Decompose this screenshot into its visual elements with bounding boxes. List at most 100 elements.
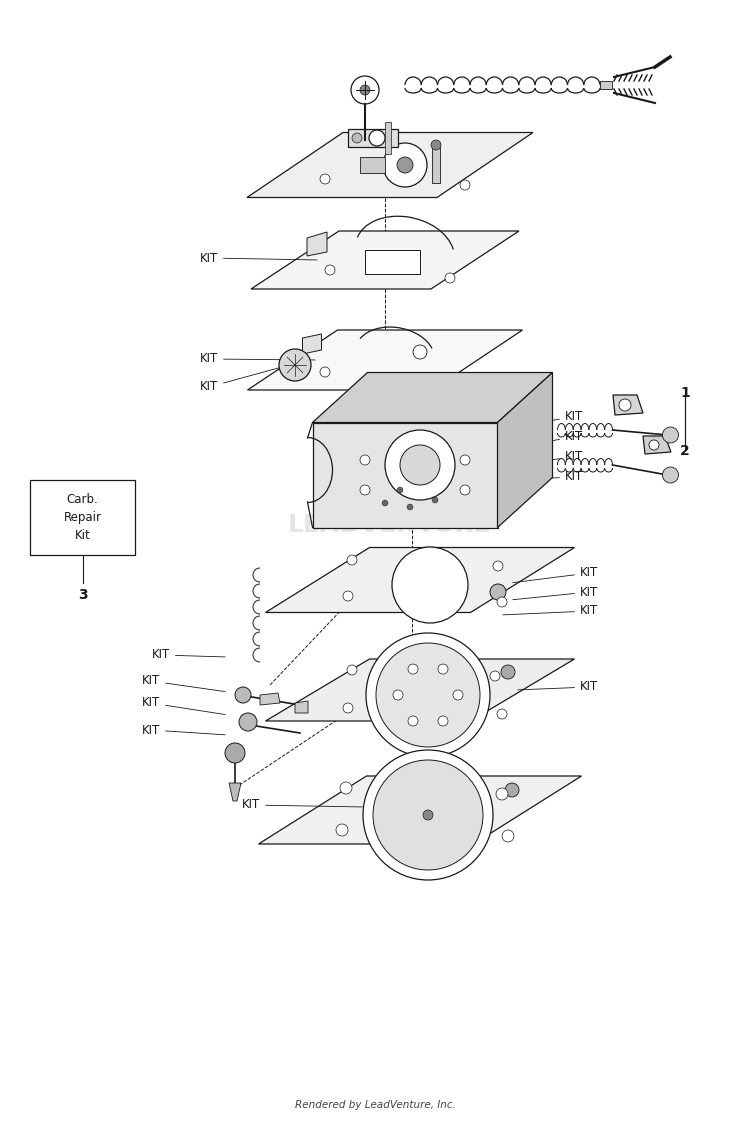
Circle shape xyxy=(460,485,470,495)
Circle shape xyxy=(408,716,418,726)
Text: KIT: KIT xyxy=(152,648,225,662)
Circle shape xyxy=(407,504,413,510)
Text: KIT: KIT xyxy=(142,696,225,714)
Text: KIT: KIT xyxy=(511,411,584,427)
Circle shape xyxy=(460,180,470,190)
Text: Rendered by LeadVenture, Inc.: Rendered by LeadVenture, Inc. xyxy=(295,1100,455,1110)
Polygon shape xyxy=(302,334,322,354)
Circle shape xyxy=(347,665,357,676)
Text: 3: 3 xyxy=(78,589,87,602)
Polygon shape xyxy=(266,660,574,721)
Circle shape xyxy=(235,687,251,703)
Polygon shape xyxy=(643,436,671,455)
Circle shape xyxy=(393,690,403,700)
Polygon shape xyxy=(313,372,553,423)
Text: KIT: KIT xyxy=(513,567,598,583)
Circle shape xyxy=(343,591,353,601)
Circle shape xyxy=(351,76,379,104)
Polygon shape xyxy=(313,423,497,528)
Circle shape xyxy=(432,497,438,503)
Circle shape xyxy=(662,467,679,483)
Text: KIT: KIT xyxy=(142,724,225,736)
Circle shape xyxy=(360,485,370,495)
Polygon shape xyxy=(348,129,398,147)
Circle shape xyxy=(431,140,441,150)
Text: KIT: KIT xyxy=(511,431,584,448)
Polygon shape xyxy=(266,547,574,613)
Polygon shape xyxy=(248,330,523,390)
Circle shape xyxy=(347,555,357,564)
Circle shape xyxy=(363,750,493,881)
Circle shape xyxy=(497,709,507,719)
Text: 1: 1 xyxy=(680,386,690,400)
Circle shape xyxy=(619,398,631,411)
Circle shape xyxy=(493,561,503,571)
Polygon shape xyxy=(295,701,308,713)
Polygon shape xyxy=(247,133,533,197)
Polygon shape xyxy=(260,693,280,705)
Bar xyxy=(30,480,135,555)
Text: KIT: KIT xyxy=(511,471,584,483)
Circle shape xyxy=(385,431,455,500)
Circle shape xyxy=(343,703,353,713)
Circle shape xyxy=(366,633,490,757)
Circle shape xyxy=(438,664,448,674)
Text: KIT: KIT xyxy=(503,605,598,617)
Text: KIT: KIT xyxy=(518,680,599,694)
Text: 2: 2 xyxy=(680,444,690,458)
Circle shape xyxy=(376,643,480,747)
Circle shape xyxy=(413,345,427,360)
Circle shape xyxy=(505,783,519,797)
Polygon shape xyxy=(613,395,643,414)
Circle shape xyxy=(496,788,508,800)
Circle shape xyxy=(369,131,385,147)
Polygon shape xyxy=(497,372,553,528)
Circle shape xyxy=(490,584,506,600)
Circle shape xyxy=(649,440,659,450)
Polygon shape xyxy=(229,783,241,802)
Circle shape xyxy=(490,671,500,681)
Circle shape xyxy=(336,824,348,836)
Circle shape xyxy=(225,743,245,763)
Polygon shape xyxy=(307,232,327,256)
Circle shape xyxy=(400,445,440,485)
Circle shape xyxy=(392,547,468,623)
Circle shape xyxy=(423,810,433,820)
Circle shape xyxy=(445,273,455,283)
Circle shape xyxy=(279,349,311,381)
Circle shape xyxy=(662,427,679,443)
Text: LEADVENTURE: LEADVENTURE xyxy=(288,513,492,537)
Polygon shape xyxy=(360,157,385,173)
Text: KIT: KIT xyxy=(242,798,362,812)
Circle shape xyxy=(453,690,463,700)
Polygon shape xyxy=(251,231,519,289)
Text: KIT: KIT xyxy=(200,353,315,365)
Bar xyxy=(600,81,612,89)
Circle shape xyxy=(360,455,370,465)
Circle shape xyxy=(373,760,483,870)
Circle shape xyxy=(320,174,330,184)
Circle shape xyxy=(325,264,335,275)
Text: KIT: KIT xyxy=(511,450,584,465)
Circle shape xyxy=(382,500,388,506)
Circle shape xyxy=(438,716,448,726)
Circle shape xyxy=(497,597,507,607)
Text: KIT: KIT xyxy=(200,368,279,394)
Circle shape xyxy=(352,133,362,143)
Text: KIT: KIT xyxy=(513,585,598,600)
Text: KIT: KIT xyxy=(200,252,317,264)
Bar xyxy=(385,123,391,153)
Circle shape xyxy=(450,373,460,382)
Bar xyxy=(432,147,440,183)
Text: Carb.
Repair
Kit: Carb. Repair Kit xyxy=(64,493,101,542)
Text: KIT: KIT xyxy=(142,674,225,692)
Circle shape xyxy=(397,157,413,173)
Circle shape xyxy=(239,713,257,731)
Circle shape xyxy=(340,782,352,793)
Circle shape xyxy=(383,143,427,187)
Circle shape xyxy=(320,368,330,377)
Polygon shape xyxy=(365,250,420,274)
Circle shape xyxy=(360,85,370,95)
Circle shape xyxy=(408,664,418,674)
Circle shape xyxy=(397,487,403,493)
